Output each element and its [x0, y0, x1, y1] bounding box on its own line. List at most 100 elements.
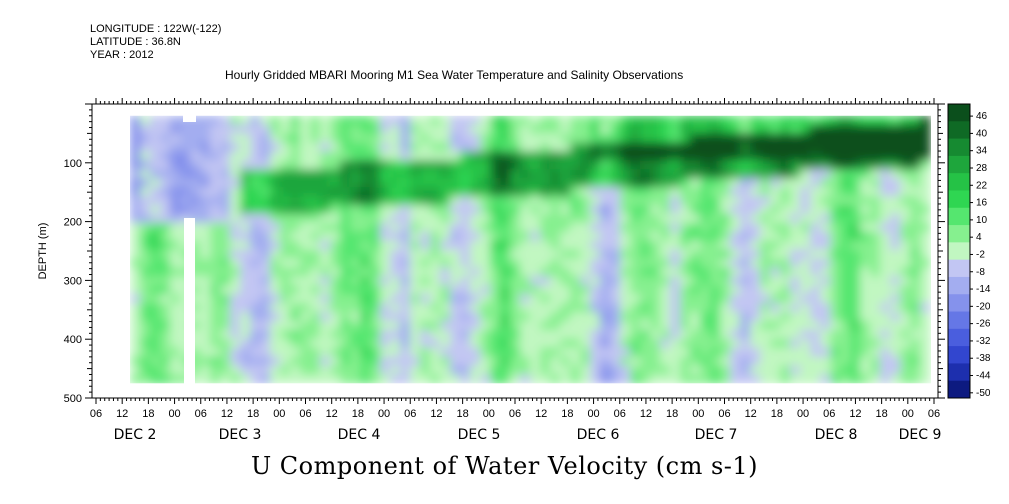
field-cell: [300, 267, 311, 278]
field-cell: [410, 338, 421, 349]
field-cell: [200, 213, 211, 224]
field-cell: [330, 374, 341, 385]
field-cell: [330, 133, 341, 144]
field-cell: [380, 169, 391, 180]
field-cell: [840, 133, 851, 144]
field-cell: [780, 249, 791, 260]
field-cell: [750, 249, 761, 260]
field-cell: [680, 294, 691, 305]
field-cell: [880, 222, 891, 233]
field-cell: [460, 276, 471, 287]
field-cell: [600, 311, 611, 322]
field-cell: [720, 178, 731, 189]
field-cell: [770, 178, 781, 189]
field-cell: [230, 347, 241, 358]
field-cell: [630, 294, 641, 305]
field-cell: [310, 133, 321, 144]
field-cell: [580, 374, 591, 385]
field-cell: [250, 303, 261, 313]
field-cell: [180, 142, 191, 153]
field-cell: [860, 311, 871, 322]
field-cell: [450, 338, 461, 349]
field-cell: [900, 178, 911, 189]
field-cell: [560, 329, 571, 340]
field-cell: [410, 222, 421, 233]
field-cell: [260, 213, 271, 224]
field-cell: [500, 347, 511, 358]
field-cell: [310, 115, 321, 126]
field-cell: [540, 231, 551, 242]
field-cell: [480, 329, 491, 340]
field-cell: [590, 294, 601, 305]
field-cell: [720, 258, 731, 269]
field-cell: [300, 187, 311, 198]
field-cell: [390, 151, 401, 162]
field-cell: [500, 303, 511, 313]
field-cell: [540, 285, 551, 296]
field-cell: [580, 142, 591, 153]
x-hour-label: 18: [561, 408, 573, 420]
field-cell: [620, 320, 631, 331]
field-cell: [490, 303, 501, 313]
field-cell: [380, 222, 391, 233]
field-cell: [460, 285, 471, 296]
field-cell: [460, 178, 471, 189]
field-cell: [490, 249, 501, 260]
field-cell: [300, 303, 311, 313]
field-cell: [330, 204, 341, 215]
field-cell: [600, 258, 611, 269]
field-cell: [480, 115, 491, 126]
field-cell: [400, 213, 411, 224]
field-cell: [620, 231, 631, 242]
field-cell: [870, 133, 881, 144]
field-cell: [560, 169, 571, 180]
field-cell: [890, 178, 901, 189]
field-cell: [890, 204, 901, 215]
field-cell: [510, 196, 521, 206]
field-cell: [320, 356, 331, 367]
field-cell: [530, 213, 541, 224]
field-cell: [910, 285, 921, 296]
field-cell: [610, 231, 621, 242]
field-cell: [810, 347, 821, 358]
field-cell: [220, 311, 231, 322]
field-cell: [420, 249, 431, 260]
field-cell: [880, 329, 891, 340]
x-axis-label: U Component of Water Velocity (cm s-1): [250, 452, 759, 480]
field-cell: [840, 285, 851, 296]
field-cell: [320, 133, 331, 144]
field-cell: [310, 294, 321, 305]
field-cell: [510, 160, 521, 171]
field-cell: [450, 356, 461, 367]
field-cell: [890, 213, 901, 224]
field-cell: [810, 311, 821, 322]
field-cell: [290, 213, 301, 224]
field-cell: [820, 115, 831, 126]
field-cell: [280, 356, 291, 367]
field-cell: [580, 187, 591, 198]
field-cell: [650, 258, 661, 269]
field-cell: [800, 169, 811, 180]
field-cell: [850, 303, 861, 313]
field-cell: [880, 196, 891, 206]
field-cell: [660, 222, 671, 233]
field-cell: [550, 365, 561, 376]
field-cell: [390, 356, 401, 367]
field-cell: [700, 365, 711, 376]
field-cell: [190, 294, 201, 305]
field-cell: [860, 329, 871, 340]
field-cell: [490, 285, 501, 296]
field-cell: [630, 374, 641, 385]
field-cell: [650, 285, 661, 296]
field-cell: [540, 187, 551, 198]
field-cell: [920, 222, 931, 233]
field-cell: [750, 365, 761, 376]
field-cell: [900, 151, 911, 162]
field-cell: [580, 133, 591, 144]
field-cell: [360, 374, 371, 385]
field-cell: [760, 169, 771, 180]
field-cell: [820, 303, 831, 313]
field-cell: [570, 294, 581, 305]
field-cell: [670, 356, 681, 367]
field-cell: [490, 178, 501, 189]
